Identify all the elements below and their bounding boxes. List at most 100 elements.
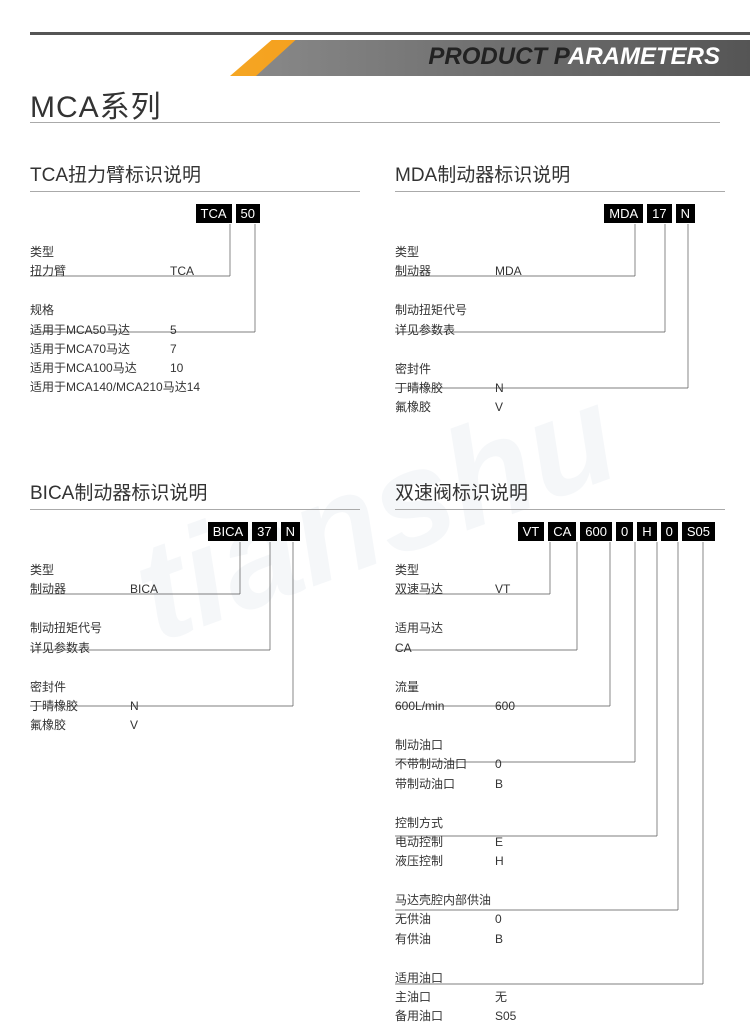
param-value: BICA — [130, 580, 158, 599]
param-value: MDA — [495, 262, 522, 281]
section-vt: 双速阀标识说明 VT CA 600 0 H 0 S05 类型 双速马达VT 适用… — [395, 478, 725, 1026]
group-title: 适用油口 — [395, 969, 725, 988]
param-label: 适用于MCA100马达 — [30, 359, 170, 378]
section-hr — [395, 191, 725, 192]
param-label: 详见参数表 — [395, 321, 495, 340]
param-label: 电动控制 — [395, 833, 495, 852]
param-group: 流量 600L/min600 — [395, 678, 725, 716]
param-value: 0 — [495, 910, 502, 929]
param-value: V — [495, 398, 503, 417]
param-value: B — [495, 930, 503, 949]
param-value: V — [130, 716, 138, 735]
section-hr — [395, 509, 725, 510]
section-title: BICA制动器标识说明 — [30, 478, 360, 505]
group-title: 控制方式 — [395, 814, 725, 833]
code-box: TCA — [196, 204, 232, 223]
group-title: 马达壳腔内部供油 — [395, 891, 725, 910]
code-box: 0 — [616, 522, 633, 541]
param-value: 无 — [495, 988, 507, 1007]
param-label: 氟橡胶 — [395, 398, 495, 417]
param-group: 适用油口 主油口无 备用油口S05 — [395, 969, 725, 1026]
group-title: 类型 — [395, 561, 725, 580]
code-box: N — [676, 204, 695, 223]
banner-prefix: PRODUCT P — [428, 43, 568, 70]
code-box: VT — [518, 522, 545, 541]
param-label: 不带制动油口 — [395, 755, 495, 774]
group-title: 制动扭矩代号 — [395, 301, 725, 320]
param-group: 类型 制动器BICA — [30, 561, 360, 599]
param-value: 600 — [495, 697, 515, 716]
code-box: 0 — [661, 522, 678, 541]
group-title: 制动扭矩代号 — [30, 619, 360, 638]
group-title: 流量 — [395, 678, 725, 697]
section-tca: TCA扭力臂标识说明 TCA 50 类型 扭力臂TCA 规格 适用于MCA50马… — [30, 160, 360, 397]
group-title: 类型 — [30, 243, 360, 262]
param-label: 备用油口 — [395, 1007, 495, 1026]
diagram-tca: TCA 50 类型 扭力臂TCA 规格 适用于MCA50马达5 适用于MCA70… — [30, 204, 360, 397]
param-value: N — [130, 697, 139, 716]
group-title: 密封件 — [30, 678, 360, 697]
banner-suffix: ARAMETERS — [568, 43, 720, 70]
param-value: 14 — [187, 378, 200, 397]
title-underline — [30, 122, 720, 123]
param-label: 有供油 — [395, 930, 495, 949]
section-title: MDA制动器标识说明 — [395, 160, 725, 187]
group-title: 规格 — [30, 301, 360, 320]
diagram-mda: MDA 17 N 类型 制动器MDA 制动扭矩代号 详见参数表 密封件 丁晴橡胶… — [395, 204, 725, 417]
param-group: 类型 双速马达VT — [395, 561, 725, 599]
code-box: 600 — [580, 522, 612, 541]
param-group: 控制方式 电动控制E 液压控制H — [395, 814, 725, 872]
diagram-bica: BICA 37 N 类型 制动器BICA 制动扭矩代号 详见参数表 密封件 丁晴… — [30, 522, 360, 735]
section-title: TCA扭力臂标识说明 — [30, 160, 360, 187]
top-rule — [30, 32, 750, 35]
param-value: 10 — [170, 359, 183, 378]
param-group: 密封件 丁晴橡胶N 氟橡胶V — [395, 360, 725, 418]
section-title: 双速阀标识说明 — [395, 478, 725, 505]
param-label: 适用于MCA140/MCA210马达 — [30, 378, 187, 397]
section-mda: MDA制动器标识说明 MDA 17 N 类型 制动器MDA 制动扭矩代号 详见参… — [395, 160, 725, 417]
param-group: 制动油口 不带制动油口0 带制动油口B — [395, 736, 725, 794]
param-label: 详见参数表 — [30, 639, 130, 658]
param-value: TCA — [170, 262, 194, 281]
param-group: 制动扭矩代号 详见参数表 — [395, 301, 725, 339]
param-value: 0 — [495, 755, 502, 774]
code-box: BICA — [208, 522, 248, 541]
section-hr — [30, 509, 360, 510]
param-group: 密封件 丁晴橡胶N 氟橡胶V — [30, 678, 360, 736]
param-label: 制动器 — [30, 580, 130, 599]
code-box: 17 — [647, 204, 671, 223]
param-value: N — [495, 379, 504, 398]
param-group: 类型 制动器MDA — [395, 243, 725, 281]
param-value: 5 — [170, 321, 177, 340]
code-row: TCA 50 — [30, 204, 360, 223]
param-value: E — [495, 833, 503, 852]
code-box: 37 — [252, 522, 276, 541]
param-label: 液压控制 — [395, 852, 495, 871]
group-title: 密封件 — [395, 360, 725, 379]
group-title: 类型 — [30, 561, 360, 580]
group-title: 适用马达 — [395, 619, 725, 638]
param-label: 主油口 — [395, 988, 495, 1007]
param-label: 600L/min — [395, 697, 495, 716]
page-title: MCA系列 — [30, 82, 162, 126]
param-label: 氟橡胶 — [30, 716, 130, 735]
header-banner: PRODUCT PARAMETERS — [230, 40, 750, 76]
param-group: 规格 适用于MCA50马达5 适用于MCA70马达7 适用于MCA100马达10… — [30, 301, 360, 397]
param-label: 扭力臂 — [30, 262, 170, 281]
group-title: 类型 — [395, 243, 725, 262]
param-group: 适用马达 CA — [395, 619, 725, 657]
param-label: 适用于MCA70马达 — [30, 340, 170, 359]
code-box: H — [637, 522, 656, 541]
param-group: 马达壳腔内部供油 无供油0 有供油B — [395, 891, 725, 949]
param-label: 双速马达 — [395, 580, 495, 599]
code-box: S05 — [682, 522, 715, 541]
code-box: N — [281, 522, 300, 541]
param-label: 带制动油口 — [395, 775, 495, 794]
param-label: 制动器 — [395, 262, 495, 281]
param-label: 丁晴橡胶 — [395, 379, 495, 398]
param-value: H — [495, 852, 504, 871]
code-box: MDA — [604, 204, 643, 223]
banner-title: PRODUCT PARAMETERS — [428, 43, 720, 71]
section-bica: BICA制动器标识说明 BICA 37 N 类型 制动器BICA 制动扭矩代号 … — [30, 478, 360, 735]
code-box: CA — [548, 522, 576, 541]
